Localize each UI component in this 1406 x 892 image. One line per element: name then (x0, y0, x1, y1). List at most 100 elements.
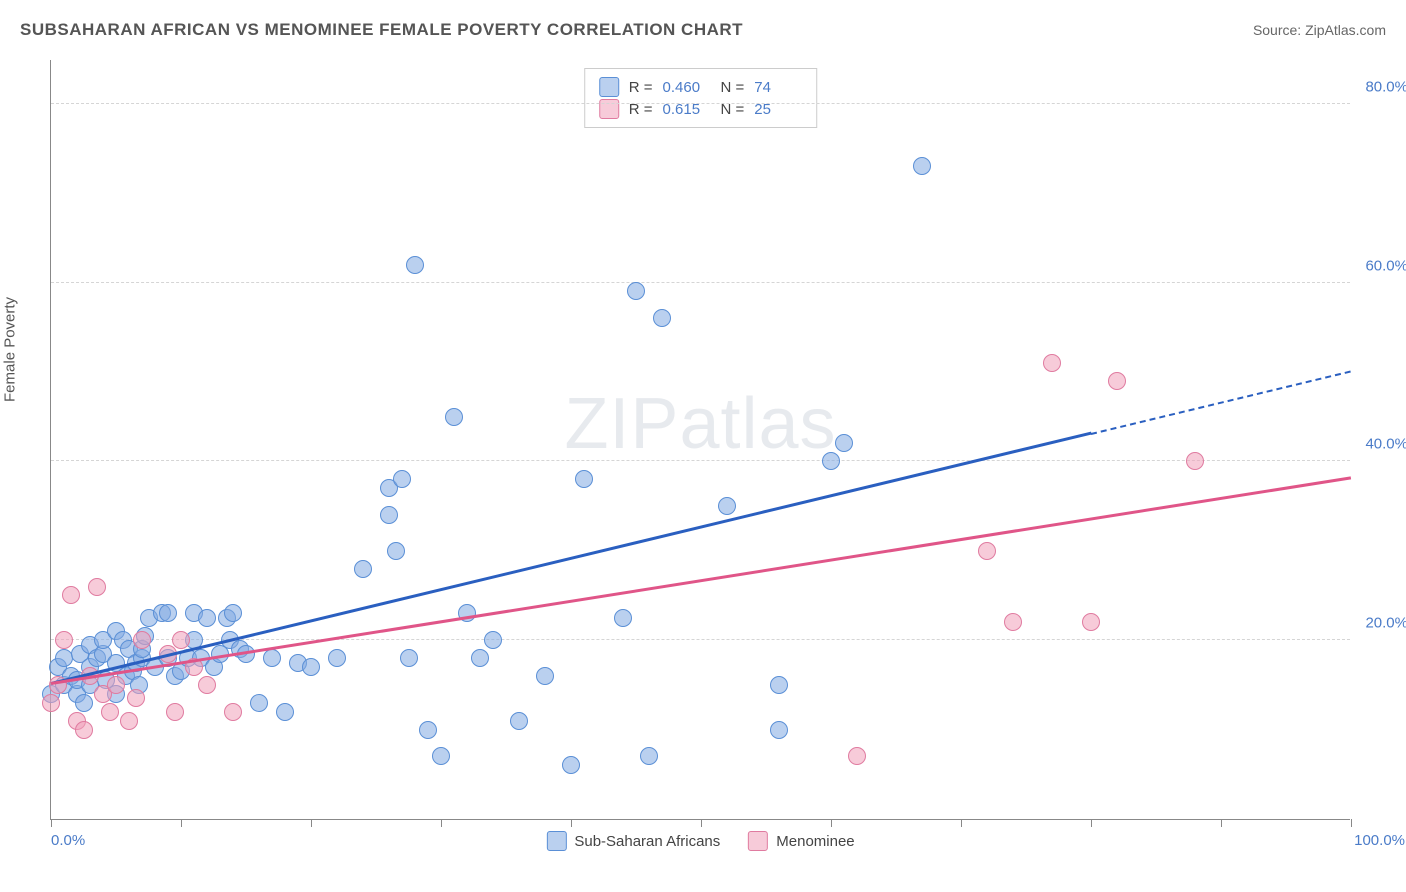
data-point (978, 542, 996, 560)
legend-swatch (599, 77, 619, 97)
data-point (432, 747, 450, 765)
y-tick-label: 40.0% (1365, 436, 1406, 453)
data-point (913, 157, 931, 175)
x-tick (1351, 819, 1352, 827)
legend-item: Sub-Saharan Africans (546, 831, 720, 851)
y-axis-label: Female Poverty (2, 297, 19, 402)
data-point (380, 506, 398, 524)
x-tick (1221, 819, 1222, 827)
data-point (159, 604, 177, 622)
data-point (224, 604, 242, 622)
data-point (354, 560, 372, 578)
legend-r-value: 0.460 (663, 79, 711, 96)
data-point (627, 282, 645, 300)
data-point (848, 747, 866, 765)
legend-item: Menominee (748, 831, 854, 851)
chart-title: SUBSAHARAN AFRICAN VS MENOMINEE FEMALE P… (20, 20, 743, 40)
watermark-bold: ZIP (564, 384, 679, 464)
data-point (107, 676, 125, 694)
x-axis-start-label: 0.0% (51, 832, 85, 849)
data-point (127, 689, 145, 707)
legend-series-name: Sub-Saharan Africans (574, 833, 720, 850)
x-tick (311, 819, 312, 827)
data-point (166, 703, 184, 721)
x-tick (181, 819, 182, 827)
x-tick (961, 819, 962, 827)
data-point (536, 667, 554, 685)
trend-line (51, 477, 1351, 685)
data-point (75, 694, 93, 712)
data-point (510, 712, 528, 730)
data-point (75, 721, 93, 739)
data-point (640, 747, 658, 765)
data-point (1004, 613, 1022, 631)
x-axis-end-label: 100.0% (1354, 832, 1405, 849)
data-point (1108, 372, 1126, 390)
legend-swatch (546, 831, 566, 851)
trend-line (1091, 370, 1351, 435)
y-tick-label: 60.0% (1365, 257, 1406, 274)
y-tick-label: 20.0% (1365, 615, 1406, 632)
data-point (718, 497, 736, 515)
data-point (1043, 354, 1061, 372)
x-tick (1091, 819, 1092, 827)
data-point (263, 649, 281, 667)
data-point (1186, 452, 1204, 470)
source-label: Source: ZipAtlas.com (1253, 22, 1386, 38)
data-point (101, 703, 119, 721)
gridline (51, 639, 1350, 640)
x-tick (571, 819, 572, 827)
data-point (224, 703, 242, 721)
data-point (55, 631, 73, 649)
data-point (770, 676, 788, 694)
gridline (51, 103, 1350, 104)
plot-area: ZIPatlas R =0.460N =74R =0.615N =25 0.0%… (50, 60, 1350, 820)
data-point (88, 578, 106, 596)
legend-series-name: Menominee (776, 833, 854, 850)
watermark-thin: atlas (679, 384, 836, 464)
data-point (614, 609, 632, 627)
data-point (172, 631, 190, 649)
data-point (770, 721, 788, 739)
data-point (198, 609, 216, 627)
data-point (484, 631, 502, 649)
data-point (302, 658, 320, 676)
data-point (1082, 613, 1100, 631)
data-point (835, 434, 853, 452)
legend-n-value: 74 (754, 79, 802, 96)
data-point (406, 256, 424, 274)
y-tick-label: 80.0% (1365, 78, 1406, 95)
legend-r-label: R = (629, 79, 653, 96)
data-point (250, 694, 268, 712)
legend-n-label: N = (721, 79, 745, 96)
x-tick (441, 819, 442, 827)
trend-line (51, 432, 1092, 685)
data-point (575, 470, 593, 488)
data-point (400, 649, 418, 667)
x-tick (831, 819, 832, 827)
legend-row: R = 0.460 N = 74 (599, 77, 803, 97)
watermark: ZIPatlas (564, 383, 836, 465)
data-point (822, 452, 840, 470)
data-point (42, 694, 60, 712)
data-point (653, 309, 671, 327)
x-tick (51, 819, 52, 827)
data-point (471, 649, 489, 667)
data-point (120, 712, 138, 730)
data-point (328, 649, 346, 667)
legend-correlation: R =0.460N =74R =0.615N =25 (584, 68, 818, 128)
gridline (51, 282, 1350, 283)
gridline (51, 460, 1350, 461)
data-point (133, 631, 151, 649)
data-point (445, 408, 463, 426)
data-point (62, 586, 80, 604)
legend-swatch (748, 831, 768, 851)
data-point (198, 676, 216, 694)
x-tick (701, 819, 702, 827)
data-point (419, 721, 437, 739)
data-point (562, 756, 580, 774)
data-point (276, 703, 294, 721)
data-point (387, 542, 405, 560)
data-point (393, 470, 411, 488)
legend-series: Sub-Saharan Africans Menominee (546, 831, 854, 851)
